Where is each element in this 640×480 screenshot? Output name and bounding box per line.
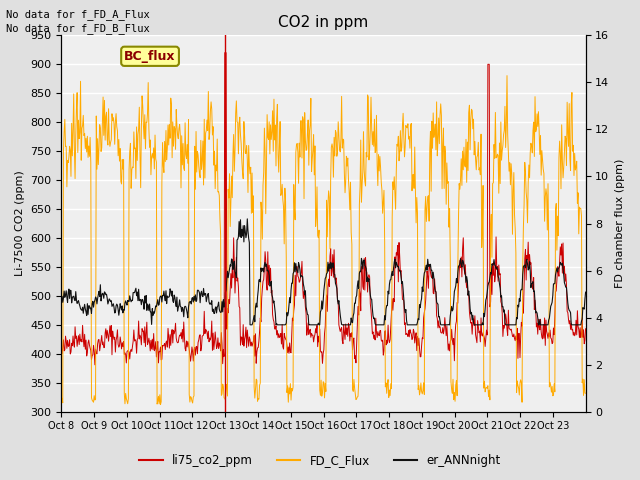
Y-axis label: FD chamber flux (ppm): FD chamber flux (ppm)	[615, 159, 625, 288]
Text: No data for f_FD_B_Flux: No data for f_FD_B_Flux	[6, 23, 150, 34]
Text: No data for f_FD_A_Flux: No data for f_FD_A_Flux	[6, 9, 150, 20]
Title: CO2 in ppm: CO2 in ppm	[278, 15, 369, 30]
Y-axis label: Li-7500 CO2 (ppm): Li-7500 CO2 (ppm)	[15, 170, 25, 276]
Text: BC_flux: BC_flux	[124, 50, 176, 63]
Legend: li75_co2_ppm, FD_C_Flux, er_ANNnight: li75_co2_ppm, FD_C_Flux, er_ANNnight	[134, 449, 506, 472]
